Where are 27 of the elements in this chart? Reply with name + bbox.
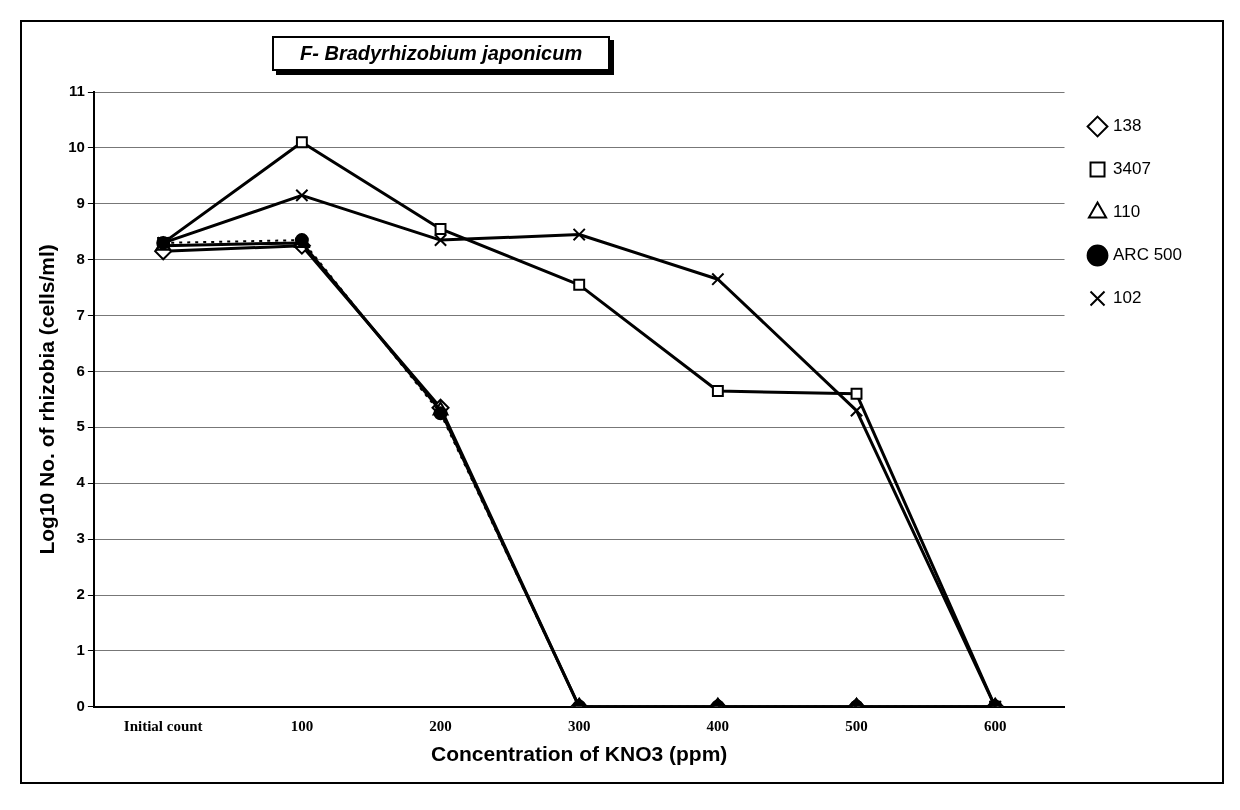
- legend-label: 138: [1113, 116, 1142, 136]
- y-tick-label: 5: [76, 417, 85, 435]
- y-tick-label: 1: [76, 641, 85, 659]
- legend-label: 3407: [1113, 159, 1151, 179]
- x-tick-label: 600: [983, 717, 1007, 734]
- x-tick-label: 300: [567, 717, 591, 734]
- y-tick-label: 9: [76, 193, 85, 211]
- x-tick-label: 200: [429, 717, 452, 734]
- x-axis-title: Concentration of KNO3 (ppm): [431, 742, 728, 766]
- y-tick-label: 0: [76, 696, 85, 714]
- x-tick-label: 400: [706, 717, 730, 734]
- y-tick-label: 3: [76, 529, 85, 547]
- y-tick-label: 7: [76, 305, 85, 323]
- y-tick-label: 8: [76, 249, 85, 267]
- legend-label: 110: [1113, 202, 1141, 222]
- y-tick-label: 4: [76, 473, 86, 491]
- y-tick-label: 10: [68, 138, 85, 156]
- x-tick-label: 100: [290, 717, 314, 734]
- y-tick-label: 2: [76, 585, 85, 603]
- chart-title: F- Bradyrhizobium japonicum: [272, 36, 611, 71]
- x-tick-label: Initial count: [123, 717, 203, 734]
- legend-label: ARC 500: [1113, 245, 1182, 265]
- legend-label: 102: [1113, 288, 1142, 308]
- y-axis-title: Log10 No. of rhizobia (cells/ml): [35, 244, 59, 555]
- y-tick-label: 11: [69, 82, 85, 100]
- x-tick-label: 500: [845, 717, 868, 734]
- y-tick-label: 6: [76, 361, 85, 379]
